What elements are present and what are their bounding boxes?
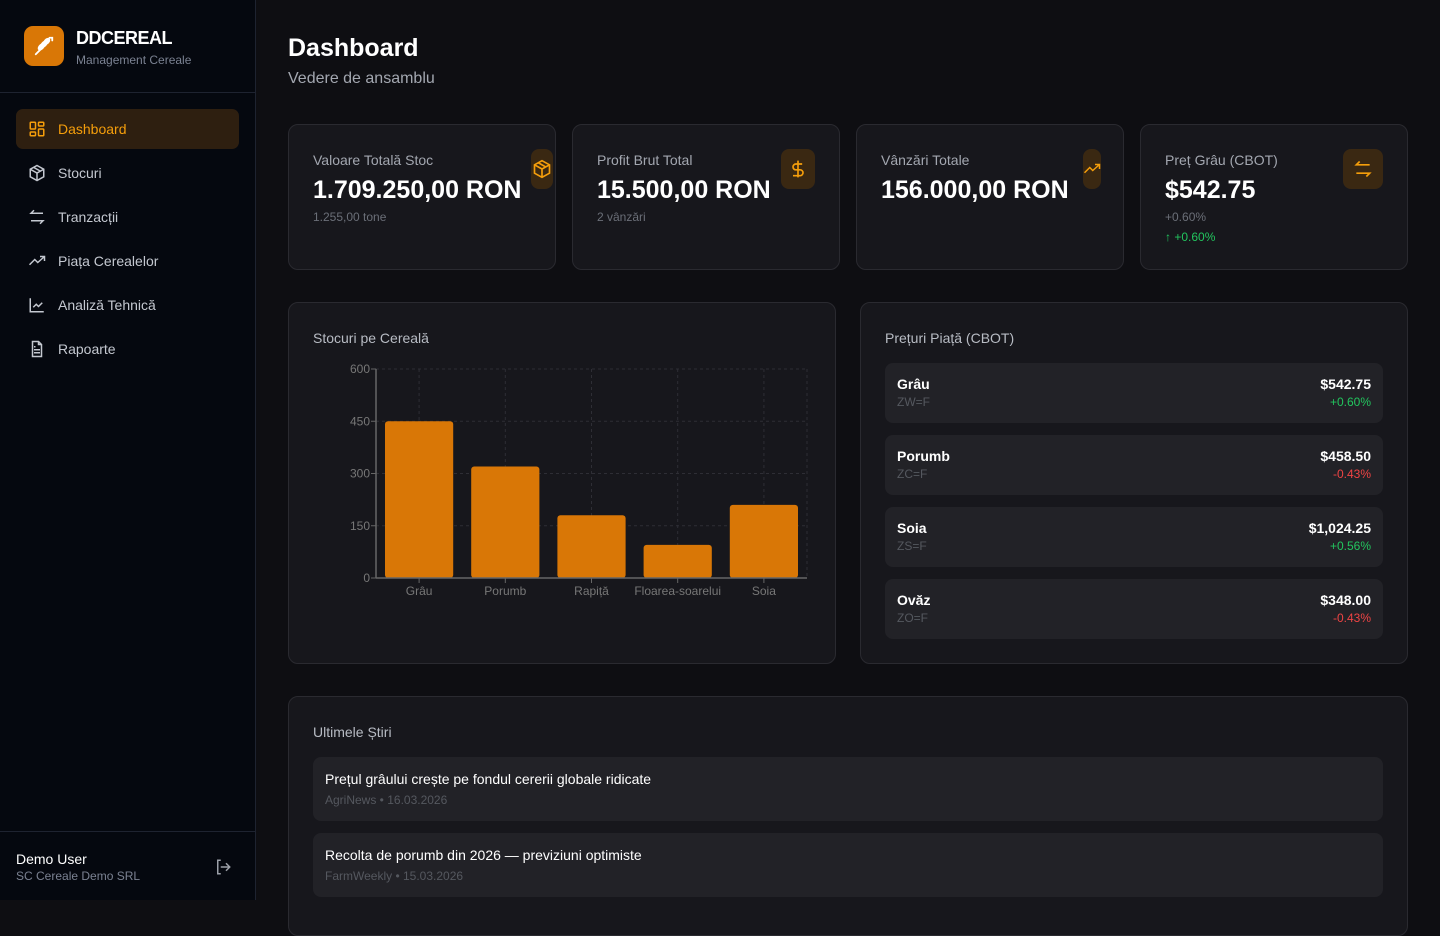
package-icon bbox=[531, 149, 553, 189]
news-headline: Recolta de porumb din 2026 — previziuni … bbox=[325, 847, 642, 863]
sidebar-item-analiza[interactable]: Analiză Tehnică bbox=[16, 285, 239, 325]
stat-card-sales: Vânzări Totale 156.000,00 RON bbox=[856, 124, 1124, 270]
y-tick-label: 450 bbox=[350, 414, 370, 428]
commodity-price: $1,024.25 bbox=[1308, 520, 1371, 536]
market-prices-panel: Prețuri Piață (CBOT) Grâu ZW=F $542.75 +… bbox=[860, 302, 1408, 664]
commodity-symbol: ZO=F bbox=[897, 611, 929, 625]
sidebar-item-rapoarte[interactable]: Rapoarte bbox=[16, 329, 239, 369]
x-tick-label: Floarea-soarelui bbox=[634, 584, 721, 598]
commodity-name: Grâu bbox=[897, 376, 930, 392]
card-value: 1.709.250,00 RON bbox=[313, 176, 522, 204]
news-item[interactable]: Prețul grâului crește pe fondul cererii … bbox=[313, 757, 1383, 821]
card-sub: 1.255,00 tone bbox=[313, 210, 387, 224]
commodity-change: -0.43% bbox=[1332, 467, 1371, 481]
stock-bar-chart: 0 150 300 450 600 Grâu Porumb Rapiță Floarea-soa… bbox=[350, 362, 808, 598]
sidebar-item-label: Piața Cerealelor bbox=[58, 253, 159, 269]
user-panel: Demo User SC Cereale Demo SRL bbox=[0, 831, 255, 900]
wheat-logo-icon bbox=[24, 26, 64, 66]
sidebar-item-label: Analiză Tehnică bbox=[58, 297, 156, 313]
sidebar-nav: Dashboard Stocuri Tranzacții Piața Cerea… bbox=[16, 109, 239, 373]
commodity-price: $348.00 bbox=[1320, 592, 1371, 608]
commodity-symbol: ZS=F bbox=[897, 539, 927, 553]
trending-up-icon bbox=[28, 255, 46, 266]
commodity-price: $542.75 bbox=[1320, 376, 1371, 392]
price-row[interactable]: Grâu ZW=F $542.75 +0.60% bbox=[885, 363, 1383, 423]
trending-up-icon bbox=[1083, 149, 1101, 189]
bar bbox=[385, 421, 454, 578]
stat-card-wheat-price: Preț Grâu (CBOT) $542.75 +0.60% ↑ +0.60% bbox=[1140, 124, 1408, 270]
stat-card-stock-value: Valoare Totală Stoc 1.709.250,00 RON 1.2… bbox=[288, 124, 556, 270]
brand: DDCEREAL Management Cereale bbox=[0, 0, 255, 93]
market-title: Prețuri Piață (CBOT) bbox=[885, 330, 1015, 346]
y-tick-label: 600 bbox=[350, 362, 370, 376]
page-subtitle: Vedere de ansamblu bbox=[288, 70, 435, 87]
card-value: 15.500,00 RON bbox=[597, 176, 771, 204]
card-label: Valoare Totală Stoc bbox=[313, 152, 434, 168]
news-item[interactable]: Recolta de porumb din 2026 — previziuni … bbox=[313, 833, 1383, 897]
news-panel: Ultimele Știri Prețul grâului crește pe … bbox=[288, 696, 1408, 936]
bar bbox=[471, 466, 540, 578]
commodity-name: Porumb bbox=[897, 448, 950, 464]
sidebar-item-label: Tranzacții bbox=[58, 209, 119, 225]
x-tick-label: Porumb bbox=[484, 584, 526, 598]
logout-icon[interactable] bbox=[214, 858, 232, 876]
package-icon bbox=[29, 164, 45, 182]
sidebar: DDCEREAL Management Cereale Dashboard St… bbox=[0, 0, 256, 900]
card-value: $542.75 bbox=[1165, 176, 1256, 204]
transfer-arrows-icon bbox=[1343, 149, 1383, 189]
brand-subtitle: Management Cereale bbox=[76, 53, 192, 67]
bar bbox=[557, 515, 626, 578]
card-trend: ↑ +0.60% bbox=[1165, 230, 1216, 244]
price-row[interactable]: Porumb ZC=F $458.50 -0.43% bbox=[885, 435, 1383, 495]
user-org: SC Cereale Demo SRL bbox=[16, 869, 141, 883]
card-label: Preț Grâu (CBOT) bbox=[1165, 152, 1278, 168]
commodity-change: +0.60% bbox=[1329, 395, 1371, 409]
news-meta: AgriNews • 16.03.2026 bbox=[325, 793, 448, 807]
sidebar-item-tranzactii[interactable]: Tranzacții bbox=[16, 197, 239, 237]
user-name: Demo User bbox=[16, 851, 87, 867]
card-value: 156.000,00 RON bbox=[881, 176, 1069, 204]
sidebar-item-label: Rapoarte bbox=[58, 341, 116, 357]
chart-title: Stocuri pe Cereală bbox=[313, 330, 429, 346]
card-sub: 2 vânzări bbox=[597, 210, 646, 224]
bar bbox=[643, 544, 712, 578]
news-title: Ultimele Știri bbox=[313, 724, 392, 740]
brand-name: DDCEREAL bbox=[76, 28, 173, 48]
card-label: Vânzări Totale bbox=[881, 152, 970, 168]
y-tick-label: 300 bbox=[350, 467, 370, 481]
commodity-name: Ovăz bbox=[897, 592, 931, 608]
stock-chart-panel: Stocuri pe Cereală 0 150 300 450 600 Grâu Poru… bbox=[288, 302, 836, 664]
y-tick-label: 150 bbox=[350, 519, 370, 533]
x-tick-label: Rapiță bbox=[574, 584, 609, 598]
x-tick-label: Soia bbox=[752, 584, 776, 598]
y-tick-label: 0 bbox=[363, 571, 370, 585]
commodity-symbol: ZC=F bbox=[897, 467, 928, 481]
sidebar-item-dashboard[interactable]: Dashboard bbox=[16, 109, 239, 149]
sidebar-item-label: Dashboard bbox=[58, 121, 127, 137]
sidebar-item-stocuri[interactable]: Stocuri bbox=[16, 153, 239, 193]
commodity-price: $458.50 bbox=[1320, 448, 1371, 464]
dollar-icon bbox=[781, 149, 815, 189]
commodity-symbol: ZW=F bbox=[897, 395, 930, 409]
news-meta: FarmWeekly • 15.03.2026 bbox=[325, 869, 464, 883]
sidebar-item-label: Stocuri bbox=[58, 165, 102, 181]
news-headline: Prețul grâului crește pe fondul cererii … bbox=[325, 771, 652, 787]
commodity-name: Soia bbox=[897, 520, 927, 536]
stat-card-profit: Profit Brut Total 15.500,00 RON 2 vânzăr… bbox=[572, 124, 840, 270]
file-text-icon bbox=[31, 340, 43, 358]
commodity-change: +0.56% bbox=[1329, 539, 1371, 553]
page-title: Dashboard bbox=[288, 34, 419, 62]
bar bbox=[729, 504, 798, 578]
card-label: Profit Brut Total bbox=[597, 152, 693, 168]
commodity-change: -0.43% bbox=[1332, 611, 1371, 625]
x-tick-label: Grâu bbox=[406, 584, 433, 598]
line-chart-icon bbox=[29, 298, 44, 313]
price-row[interactable]: Ovăz ZO=F $348.00 -0.43% bbox=[885, 579, 1383, 639]
card-sub: +0.60% bbox=[1165, 210, 1207, 224]
dashboard-grid-icon bbox=[29, 121, 45, 137]
sidebar-item-piata[interactable]: Piața Cerealelor bbox=[16, 241, 239, 281]
transfer-arrows-icon bbox=[29, 209, 45, 225]
price-row[interactable]: Soia ZS=F $1,024.25 +0.56% bbox=[885, 507, 1383, 567]
